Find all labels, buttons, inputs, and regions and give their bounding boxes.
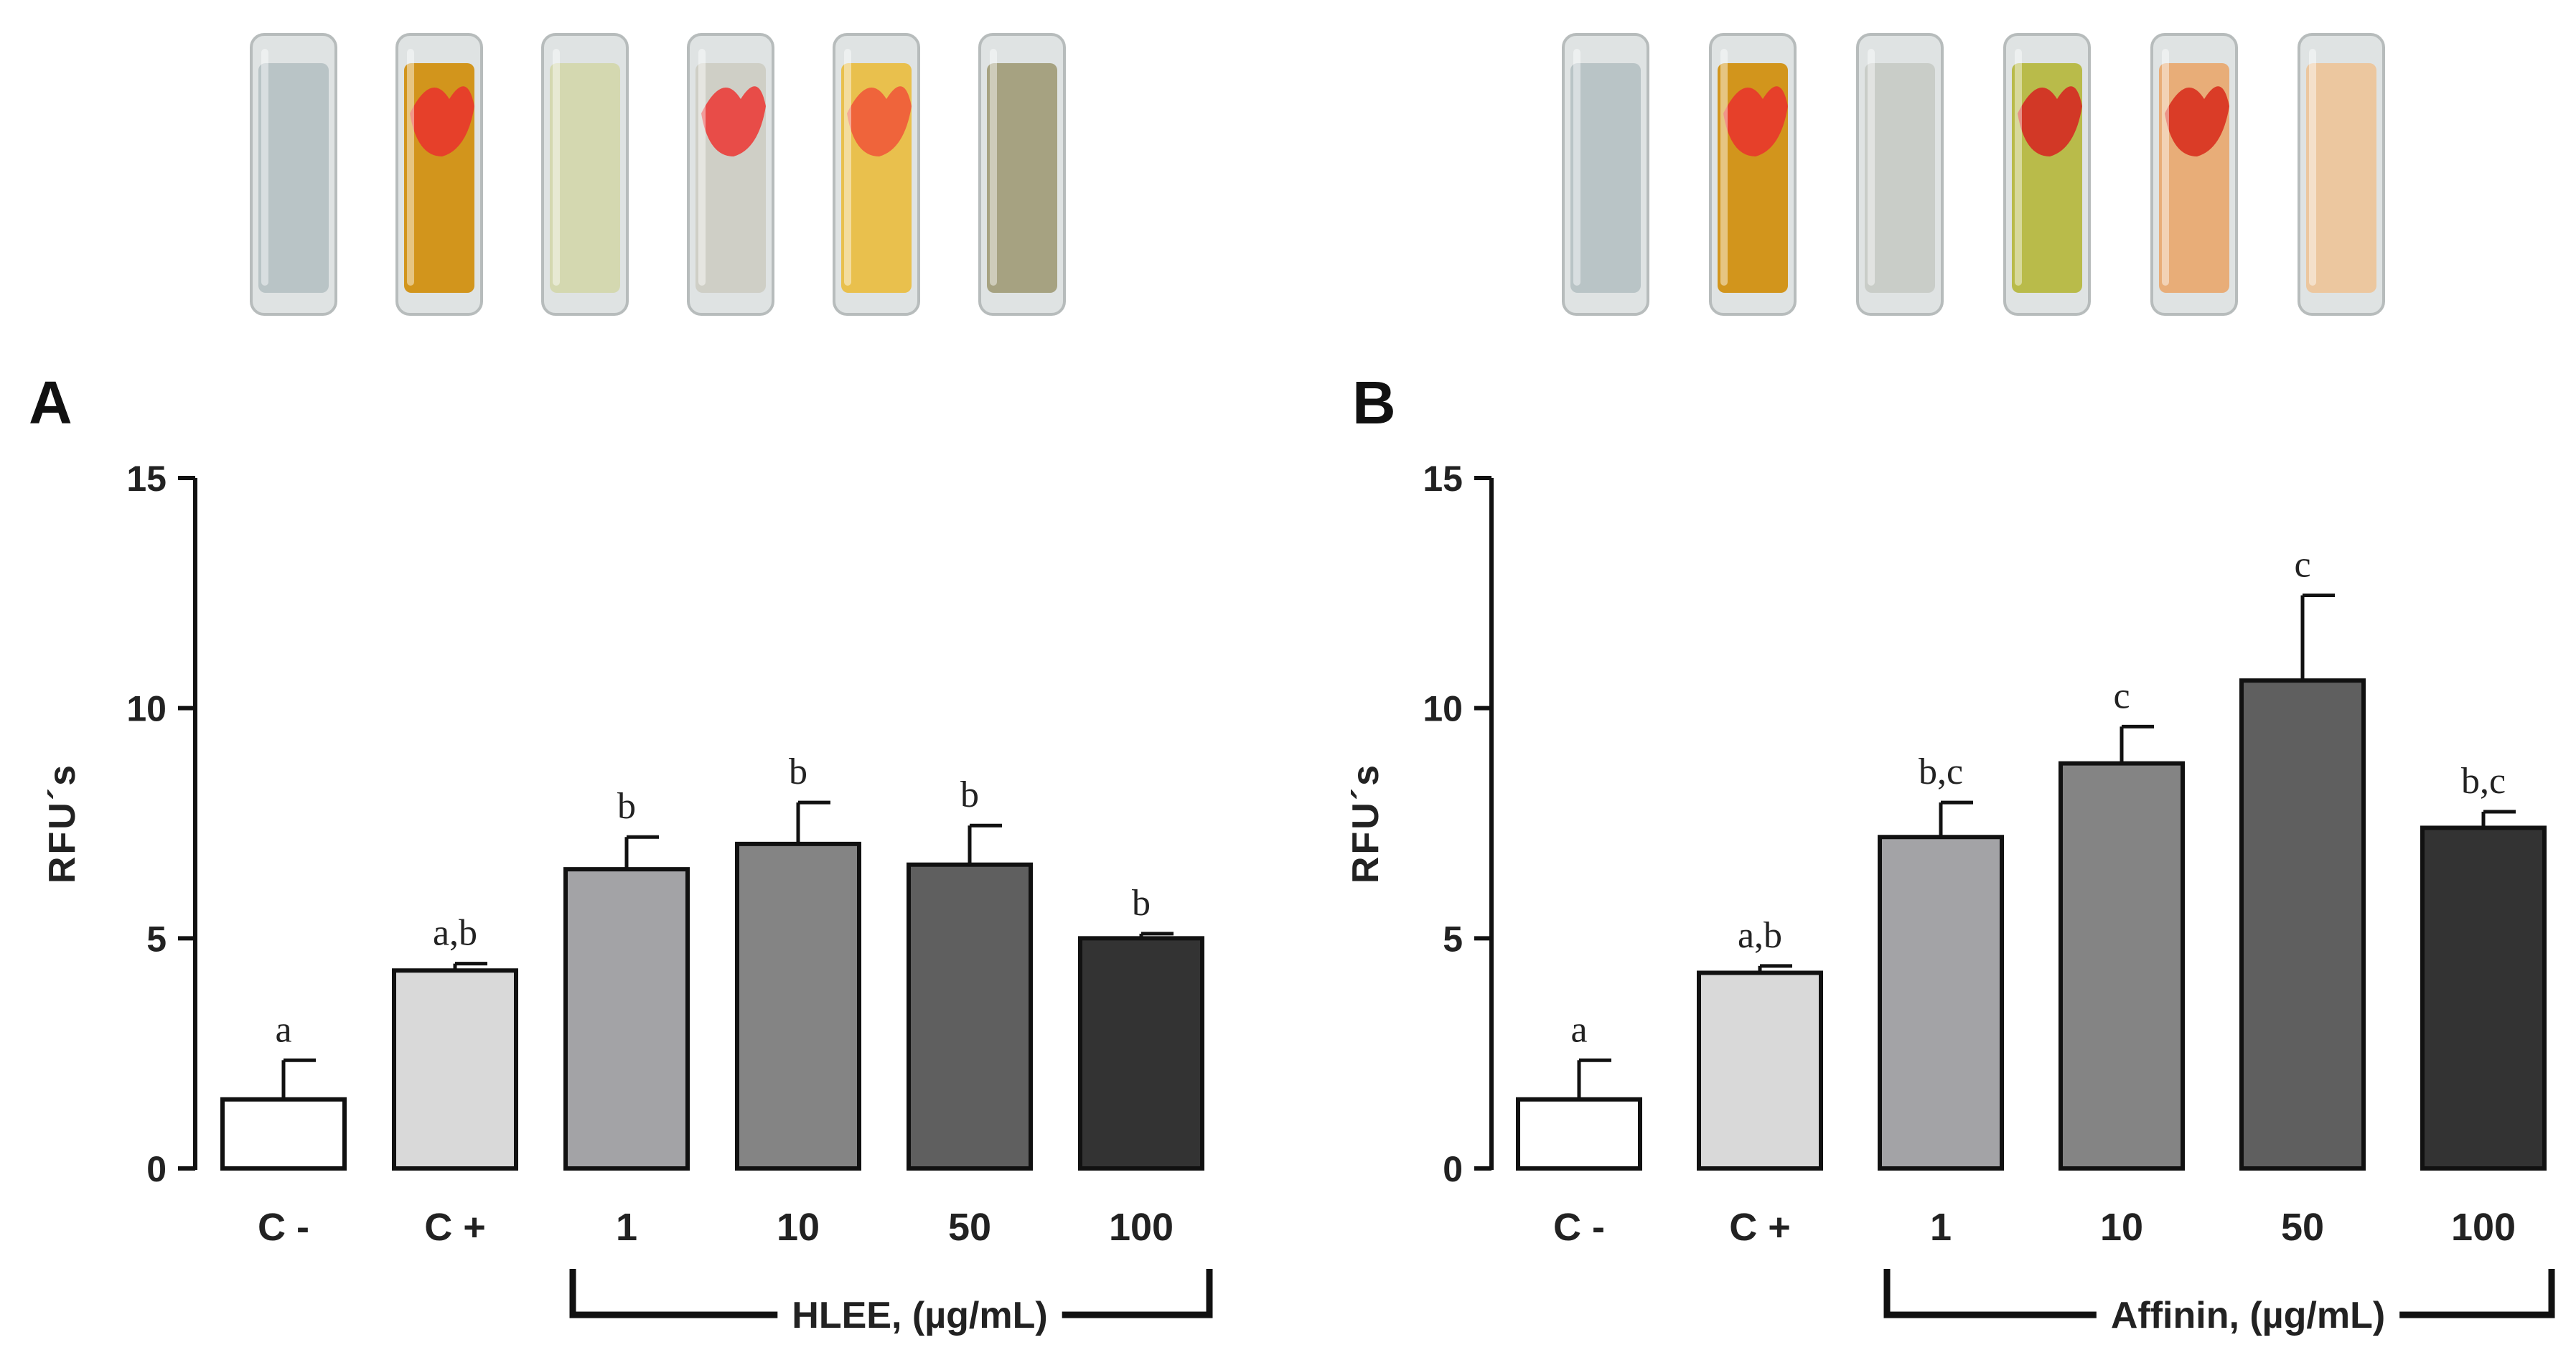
category-label: C -: [1553, 1206, 1605, 1249]
category-label: 1: [1930, 1206, 1952, 1249]
y-axis-title: RFU´s: [42, 763, 83, 884]
sample-tube: [2150, 33, 2238, 316]
bar: [392, 968, 518, 1171]
significance-label: c: [2294, 545, 2310, 586]
group-label: HLEE, (µg/mL): [792, 1295, 1047, 1336]
significance-label: c: [2113, 675, 2130, 716]
clot-stain: [847, 86, 912, 156]
tube-contents: [258, 63, 329, 293]
significance-label: a,b: [1738, 915, 1782, 956]
tube-highlight: [990, 49, 997, 286]
clot-stain: [2165, 86, 2229, 156]
tube-highlight: [2015, 49, 2022, 286]
bar: [1878, 835, 2004, 1171]
y-tick-label: 0: [1443, 1149, 1463, 1189]
category-label: C +: [424, 1206, 486, 1249]
sample-tube: [395, 33, 483, 316]
tube-contents: [2306, 63, 2376, 293]
bar: [2239, 678, 2366, 1171]
tube-highlight: [553, 49, 560, 286]
significance-label: b: [617, 786, 636, 827]
tube-highlight: [2162, 49, 2169, 286]
group-bracket-left: [569, 1269, 778, 1318]
y-tick-label: 10: [1423, 689, 1463, 729]
y-tick-label: 0: [146, 1149, 167, 1189]
category-label: 100: [2451, 1206, 2516, 1249]
tube-photo-strip: [1562, 33, 2385, 316]
tube-contents: [550, 63, 620, 293]
significance-label: b: [1132, 883, 1151, 924]
bar: [1078, 936, 1204, 1171]
category-label: C +: [1729, 1206, 1791, 1249]
category-label: 1: [616, 1206, 637, 1249]
tube-highlight: [261, 49, 268, 286]
tube-highlight: [844, 49, 851, 286]
y-tick-label: 15: [1423, 459, 1463, 499]
sample-tube: [250, 33, 337, 316]
category-label: C -: [258, 1206, 309, 1249]
bar: [907, 862, 1033, 1171]
tube-highlight: [1720, 49, 1728, 286]
tube-contents: [1570, 63, 1641, 293]
y-tick-label: 5: [1443, 919, 1463, 959]
significance-label: a: [1570, 1009, 1587, 1050]
category-label: 50: [2281, 1206, 2324, 1249]
tube-highlight: [407, 49, 414, 286]
clot-stain: [1723, 86, 1788, 156]
bar: [220, 1097, 347, 1171]
significance-label: b,c: [1919, 751, 1963, 792]
tube-photo-strip: [250, 33, 1066, 316]
sample-tube: [2003, 33, 2091, 316]
category-label: 100: [1109, 1206, 1174, 1249]
bar: [2059, 761, 2185, 1171]
sample-tube: [833, 33, 920, 316]
tube-highlight: [2309, 49, 2316, 286]
group-label: Affinin, (µg/mL): [2111, 1295, 2385, 1336]
clot-stain: [701, 86, 766, 156]
bar: [1516, 1097, 1642, 1171]
tube-highlight: [1573, 49, 1580, 286]
sample-tube: [687, 33, 774, 316]
sample-tube: [978, 33, 1066, 316]
significance-label: b: [789, 751, 807, 792]
significance-label: a: [275, 1009, 291, 1050]
group-bracket-right: [2399, 1269, 2555, 1318]
category-label: 10: [2100, 1206, 2143, 1249]
y-tick-label: 5: [146, 919, 167, 959]
panel-a: A 0 5 10 15 RFU´s a C - a,b C + b 1 b 10 b 50 b 100 HLEE, …: [29, 33, 1213, 1336]
bar: [735, 841, 861, 1171]
group-bracket-left: [1883, 1269, 2097, 1318]
y-axis-title: RFU´s: [1345, 763, 1387, 884]
tube-contents: [987, 63, 1057, 293]
clot-stain: [2018, 86, 2082, 156]
category-label: 50: [948, 1206, 991, 1249]
bar: [2420, 825, 2547, 1171]
panel-label: B: [1352, 369, 1396, 436]
y-tick-label: 15: [126, 459, 167, 499]
bar: [1697, 970, 1823, 1171]
sample-tube: [2298, 33, 2385, 316]
bar: [563, 867, 690, 1171]
sample-tube: [1562, 33, 1649, 316]
category-label: 10: [777, 1206, 820, 1249]
tube-contents: [1865, 63, 1935, 293]
panel-b: B 0 5 10 15 RFU´s a C - a,b C + b,c 1 c 10 c 50 b,c 100 Af…: [1345, 33, 2555, 1336]
y-tick-label: 10: [126, 689, 167, 729]
sample-tube: [541, 33, 629, 316]
group-bracket-right: [1062, 1269, 1213, 1318]
clot-stain: [410, 86, 474, 156]
tube-highlight: [698, 49, 706, 286]
significance-label: b: [960, 774, 979, 815]
tube-highlight: [1868, 49, 1875, 286]
panel-label: A: [29, 369, 72, 436]
sample-tube: [1709, 33, 1797, 316]
sample-tube: [1856, 33, 1944, 316]
significance-label: a,b: [433, 913, 477, 954]
significance-label: b,c: [2461, 761, 2506, 802]
